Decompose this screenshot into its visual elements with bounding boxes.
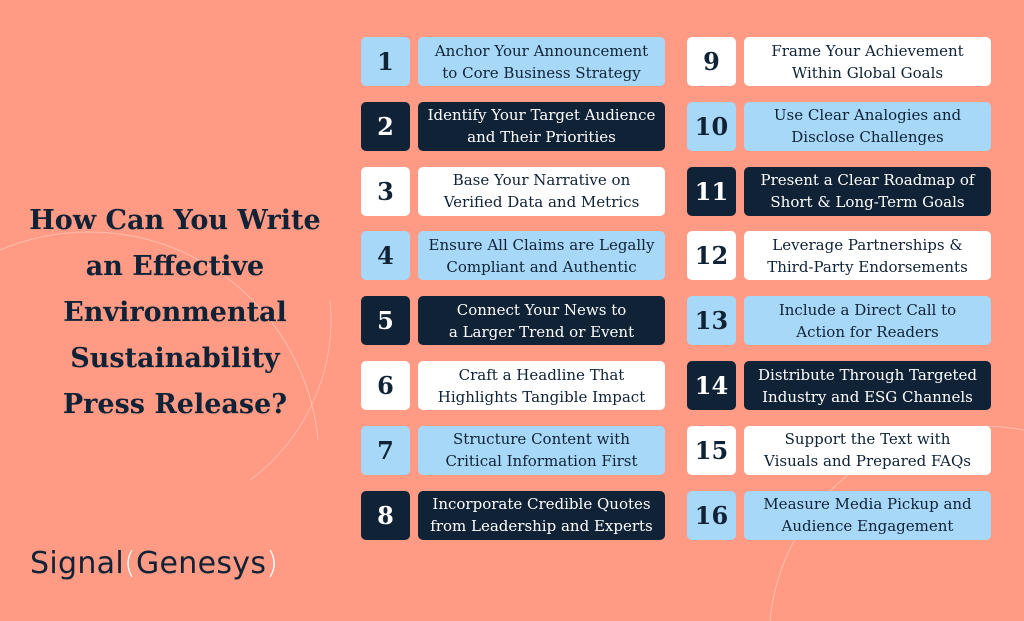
tip-item: 9 Frame Your Achievement Within Global Go…	[687, 37, 991, 86]
tip-text: Distribute Through Targeted Industry and …	[744, 361, 991, 410]
decorative-arc	[0, 231, 319, 441]
tip-line: Frame Your Achievement	[771, 41, 964, 60]
tip-line: Structure Content with	[453, 430, 630, 449]
tip-number: 16	[687, 490, 736, 540]
tip-line: Audience Engagement	[781, 517, 954, 536]
tip-line: from Leadership and Experts	[430, 517, 653, 536]
title-line: Press Release?	[62, 389, 288, 420]
tip-line: Use Clear Analogies and	[773, 106, 962, 125]
tip-line: Measure Media Pickup and	[763, 495, 972, 514]
tip-text: Use Clear Analogies and Disclose Challeng…	[744, 101, 991, 151]
tip-text: Craft a Headline That Highlights Tangible…	[418, 361, 665, 410]
tip-line: a Larger Trend or Event	[448, 322, 635, 341]
tip-line: Base Your Narrative on	[452, 171, 631, 190]
tip-number: 3	[361, 166, 410, 216]
tip-item: 1 Anchor Your Announcement to Core Busine…	[361, 37, 665, 86]
tip-number: 5	[361, 296, 410, 346]
title-line: How Can You Write	[29, 205, 321, 236]
tip-line: Identify Your Target Audience	[427, 106, 656, 125]
tip-line: Leverage Partnerships &	[772, 235, 963, 254]
tip-number: 9	[687, 37, 736, 86]
decorative-arc	[249, 299, 332, 481]
tip-text: Base Your Narrative on Verified Data and …	[418, 166, 665, 216]
tip-line: Industry and ESG Channels	[762, 387, 973, 406]
tip-number: 4	[361, 231, 410, 281]
tip-line: Visuals and Prepared FAQs	[764, 452, 971, 471]
tip-number: 2	[361, 101, 410, 151]
tip-line: Ensure All Claims are Legally	[428, 235, 655, 254]
page-title: How Can You Write an Effective Environme…	[10, 198, 340, 428]
tip-item: 13 Include a Direct Call to Action for Re…	[687, 296, 991, 346]
tip-line: Present a Clear Roadmap of	[760, 171, 975, 190]
tip-number: 10	[687, 101, 736, 151]
tip-number: 6	[361, 361, 410, 410]
tip-line: Action for Readers	[796, 322, 939, 341]
tip-item: 14 Distribute Through Targeted Industry a…	[687, 361, 991, 410]
tip-number: 1	[361, 37, 410, 86]
title-line: Environmental	[63, 297, 287, 328]
tip-number: 13	[687, 296, 736, 346]
tip-line: Verified Data and Metrics	[443, 193, 640, 212]
tip-item: 6 Craft a Headline That Highlights Tangib…	[361, 361, 665, 410]
tip-line: Compliant and Authentic	[446, 257, 637, 276]
tip-number: 11	[687, 166, 736, 216]
tip-number: 14	[687, 361, 736, 410]
tip-number: 15	[687, 425, 736, 475]
tip-line: Connect Your News to	[456, 300, 627, 319]
tip-item: 4 Ensure All Claims are Legally Compliant…	[361, 231, 665, 281]
tip-text: Frame Your Achievement Within Global Goal…	[744, 37, 991, 86]
tip-line: Distribute Through Targeted	[758, 365, 977, 384]
tip-line: Highlights Tangible Impact	[437, 387, 646, 406]
tip-number: 8	[361, 490, 410, 540]
tip-text: Identify Your Target Audience and Their P…	[418, 101, 665, 151]
tip-item: 2 Identify Your Target Audience and Their…	[361, 101, 665, 151]
tip-text: Structure Content with Critical Informati…	[418, 425, 665, 475]
tip-line: Third-Party Endorsements	[767, 257, 968, 276]
tip-text: Connect Your News to a Larger Trend or Ev…	[418, 296, 665, 346]
tip-text: Ensure All Claims are Legally Compliant a…	[418, 231, 665, 281]
tip-line: Disclose Challenges	[791, 128, 944, 147]
tip-text: Anchor Your Announcement to Core Business…	[418, 37, 665, 86]
tip-line: to Core Business Strategy	[442, 63, 641, 82]
tip-text: Present a Clear Roadmap of Short & Long-T…	[744, 166, 991, 216]
tip-item: 11 Present a Clear Roadmap of Short & Lon…	[687, 166, 991, 216]
tip-text: Incorporate Credible Quotes from Leadersh…	[418, 490, 665, 540]
tip-line: Incorporate Credible Quotes	[432, 495, 651, 514]
tip-item: 3 Base Your Narrative on Verified Data an…	[361, 166, 665, 216]
tip-line: Critical Information First	[445, 452, 638, 471]
tip-item: 12 Leverage Partnerships & Third-Party En…	[687, 231, 991, 281]
tip-line: Anchor Your Announcement	[434, 41, 649, 60]
tip-text: Support the Text with Visuals and Prepare…	[744, 425, 991, 475]
tip-line: and Their Priorities	[467, 128, 616, 147]
tip-line: Craft a Headline That	[458, 365, 625, 384]
tip-text: Measure Media Pickup and Audience Engagem…	[744, 490, 991, 540]
tip-item: 7 Structure Content with Critical Informa…	[361, 425, 665, 475]
tip-text: Include a Direct Call to Action for Reade…	[744, 296, 991, 346]
tip-line: Support the Text with	[784, 430, 951, 449]
tip-number: 12	[687, 231, 736, 281]
tip-item: 8 Incorporate Credible Quotes from Leader…	[361, 490, 665, 540]
tip-line: Short & Long-Term Goals	[770, 193, 965, 212]
tip-line: Include a Direct Call to	[778, 300, 957, 319]
tip-line: Within Global Goals	[791, 63, 944, 82]
tip-number: 7	[361, 425, 410, 475]
title-line: an Effective	[85, 251, 265, 282]
tip-item: 10 Use Clear Analogies and Disclose Chall…	[687, 101, 991, 151]
tip-text: Leverage Partnerships & Third-Party Endor…	[744, 231, 991, 281]
tip-item: 5 Connect Your News to a Larger Trend or …	[361, 296, 665, 346]
title-line: Sustainability	[70, 343, 280, 374]
signal-genesys-logo: Signal(Genesys)	[30, 546, 279, 581]
tip-item: 16 Measure Media Pickup and Audience Enga…	[687, 490, 991, 540]
tip-item: 15 Support the Text with Visuals and Prep…	[687, 425, 991, 475]
